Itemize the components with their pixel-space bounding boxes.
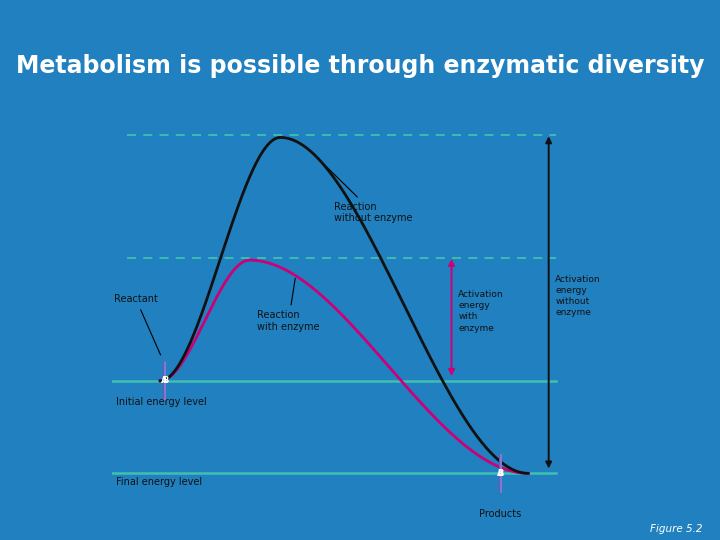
- Text: A: A: [497, 469, 503, 478]
- Text: Final energy level: Final energy level: [116, 477, 202, 488]
- Text: Reaction
with enzyme: Reaction with enzyme: [257, 279, 320, 332]
- Text: A: A: [161, 376, 168, 386]
- Text: Reactant: Reactant: [114, 294, 161, 355]
- Text: Initial energy level: Initial energy level: [116, 397, 207, 407]
- Text: B: B: [498, 469, 504, 478]
- Text: Activation
energy
with
enzyme: Activation energy with enzyme: [458, 291, 504, 333]
- Text: Metabolism is possible through enzymatic diversity: Metabolism is possible through enzymatic…: [16, 55, 704, 78]
- Text: Activation
energy
without
enzyme: Activation energy without enzyme: [555, 275, 601, 318]
- Text: Figure 5.2: Figure 5.2: [649, 523, 702, 534]
- Text: Reaction
without enzyme: Reaction without enzyme: [320, 161, 413, 224]
- Text: B: B: [162, 376, 168, 386]
- Text: Products: Products: [480, 509, 521, 519]
